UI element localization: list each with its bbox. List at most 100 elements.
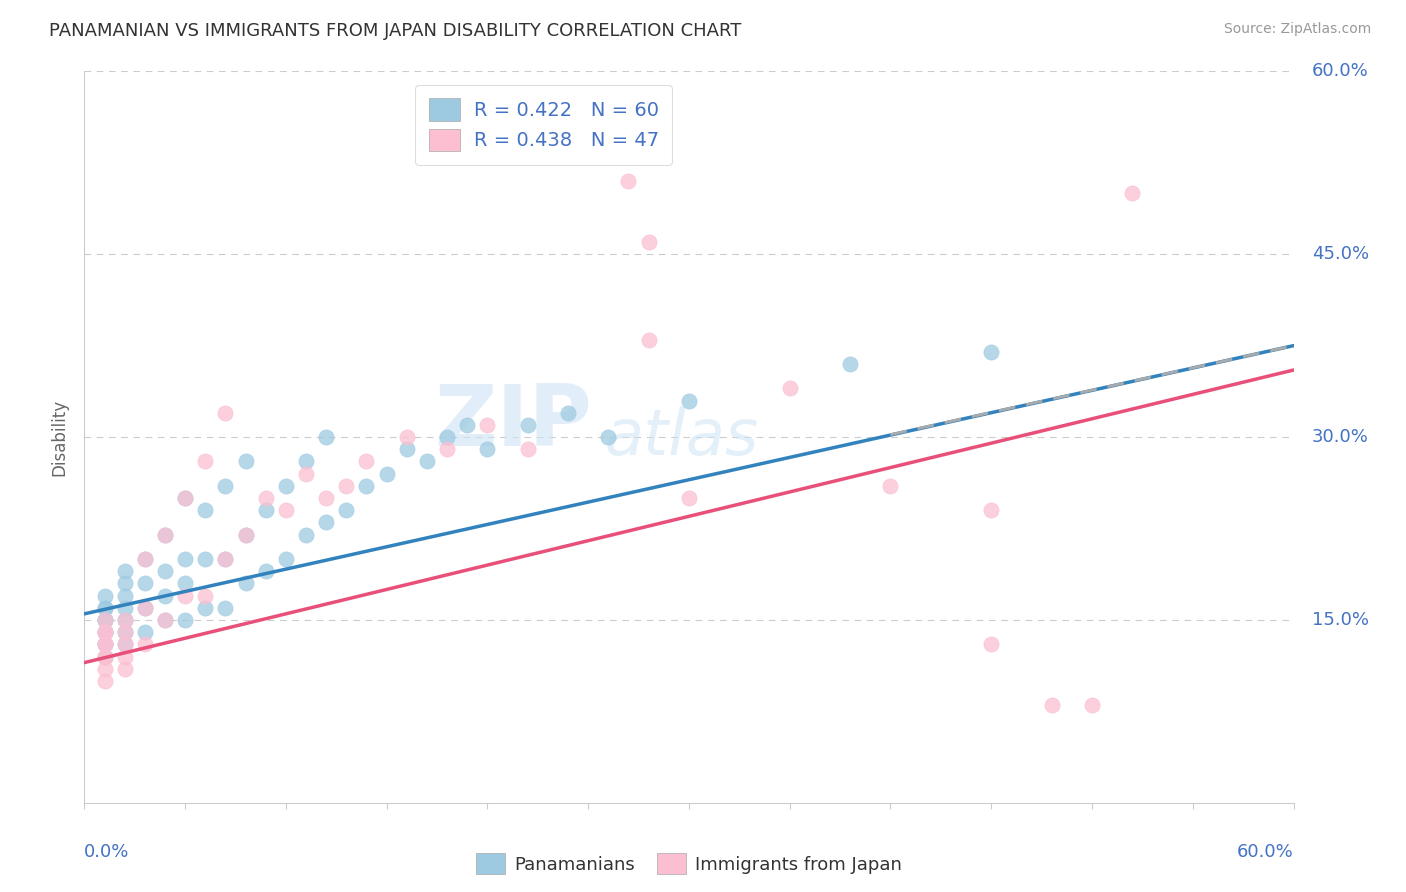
Point [214,552,236,566]
Point [134,552,156,566]
Text: ZIP: ZIP [434,381,592,464]
Legend: Panamanians, Immigrants from Japan: Panamanians, Immigrants from Japan [470,847,908,881]
Point [214,406,236,420]
Point [114,662,136,676]
Point [153,527,176,541]
Point [598,430,620,444]
Text: 0.0%: 0.0% [84,843,129,861]
Point [194,454,217,468]
Point [93,637,115,651]
Point [114,576,136,591]
Point [335,479,357,493]
Point [477,417,499,432]
Point [93,625,115,640]
Point [153,527,176,541]
Point [1121,186,1143,201]
Point [93,649,115,664]
Point [295,527,318,541]
Point [174,613,197,627]
Point [436,442,458,457]
Point [879,479,901,493]
Point [194,503,217,517]
Point [114,625,136,640]
Point [93,625,115,640]
Point [456,417,478,432]
Point [93,613,115,627]
Point [254,564,277,578]
Point [980,344,1002,359]
Point [114,589,136,603]
Point [114,613,136,627]
Point [93,662,115,676]
Point [779,381,801,395]
Point [235,454,257,468]
Point [375,467,398,481]
Point [477,442,499,457]
Point [235,527,257,541]
Point [395,430,418,444]
Point [93,625,115,640]
Point [134,600,156,615]
Point [114,637,136,651]
Text: 60.0%: 60.0% [1312,62,1368,80]
Point [174,589,197,603]
Text: 60.0%: 60.0% [1237,843,1294,861]
Point [214,479,236,493]
Point [93,613,115,627]
Point [134,552,156,566]
Point [295,454,318,468]
Point [114,613,136,627]
Point [637,333,659,347]
Point [980,637,1002,651]
Point [356,454,378,468]
Point [114,649,136,664]
Point [153,564,176,578]
Point [274,479,297,493]
Point [1040,698,1063,713]
Point [93,589,115,603]
Text: Source: ZipAtlas.com: Source: ZipAtlas.com [1223,22,1371,37]
Point [395,442,418,457]
Point [93,600,115,615]
Point [416,454,439,468]
Y-axis label: Disability: Disability [51,399,69,475]
Point [980,503,1002,517]
Point [174,552,197,566]
Text: 15.0%: 15.0% [1312,611,1368,629]
Point [637,235,659,249]
Point [235,527,257,541]
Point [315,430,337,444]
Point [93,649,115,664]
Point [93,673,115,688]
Point [93,637,115,651]
Point [194,589,217,603]
Point [678,491,700,505]
Point [114,637,136,651]
Point [557,406,579,420]
Point [174,491,197,505]
Point [174,576,197,591]
Point [516,417,538,432]
Point [356,479,378,493]
Point [134,637,156,651]
Point [134,625,156,640]
Point [174,491,197,505]
Point [114,564,136,578]
Point [1081,698,1104,713]
Point [436,430,458,444]
Point [93,600,115,615]
Text: 45.0%: 45.0% [1312,245,1369,263]
Point [134,600,156,615]
Point [153,589,176,603]
Point [335,503,357,517]
Point [134,576,156,591]
Point [254,491,277,505]
Point [516,442,538,457]
Point [254,503,277,517]
Point [315,491,337,505]
Point [274,552,297,566]
Point [274,503,297,517]
Point [214,552,236,566]
Point [93,613,115,627]
Point [153,613,176,627]
